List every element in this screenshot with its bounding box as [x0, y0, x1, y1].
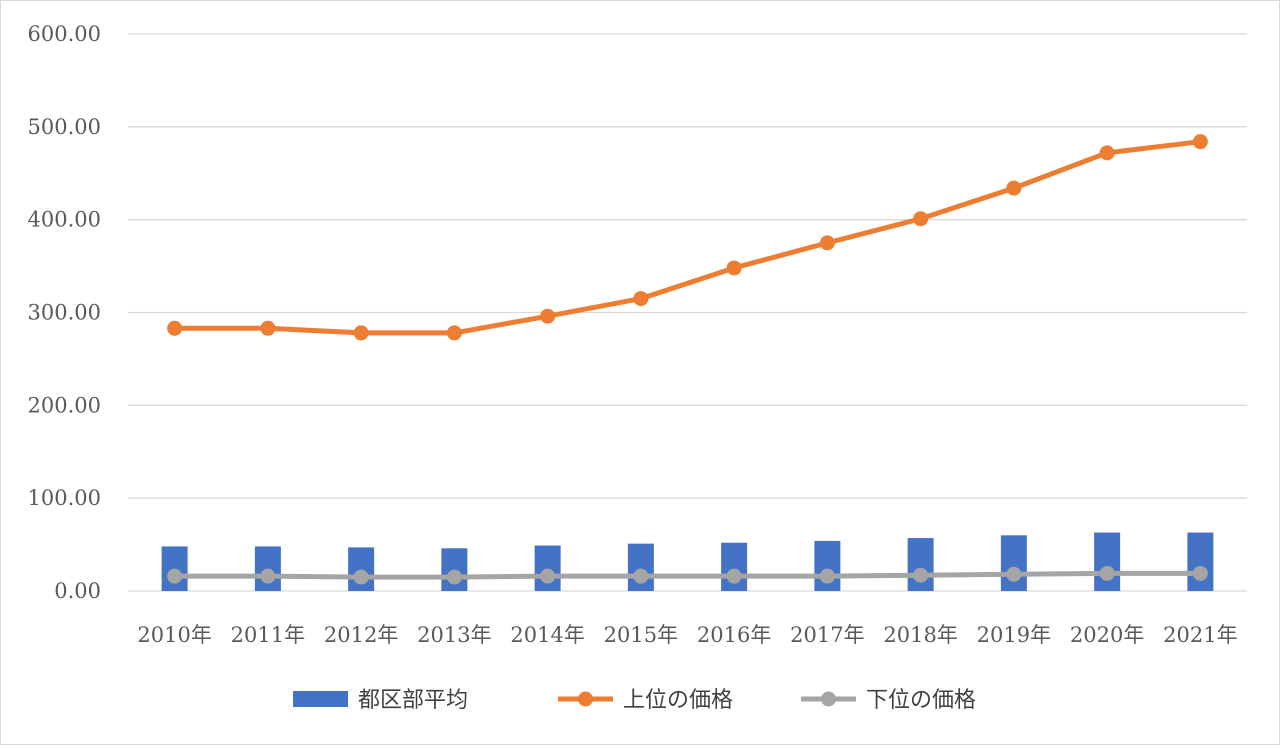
- point-2013年: [446, 325, 462, 341]
- x-tick-label: 2014年: [510, 623, 584, 647]
- x-tick-label: 2010年: [137, 623, 211, 647]
- point-2011年: [260, 568, 276, 584]
- point-2021年: [1192, 134, 1208, 150]
- y-tick-label: 600.00: [28, 22, 101, 46]
- point-2012年: [353, 569, 369, 585]
- legend-label: 都区部平均: [358, 688, 468, 713]
- bar-2021年: [1187, 532, 1214, 591]
- x-axis-ticks: 2010年 2011年 2012年 2013年 2014年 2015年 2016年 2017年…: [137, 623, 1237, 647]
- bar-2014年: [534, 545, 561, 591]
- series-line: [172, 139, 1203, 336]
- legend-label: 上位の価格: [623, 688, 733, 713]
- point-2016年: [726, 568, 742, 584]
- point-2018年: [913, 211, 929, 227]
- point-2021年: [1192, 565, 1208, 581]
- x-tick-label: 2019年: [977, 623, 1051, 647]
- legend-label: 下位の価格: [866, 688, 976, 713]
- legend-item: 下位の価格: [801, 688, 976, 713]
- point-2010年: [167, 320, 183, 336]
- point-2017年: [819, 235, 835, 251]
- point-2019年: [1006, 180, 1022, 196]
- point-2020年: [1099, 145, 1115, 161]
- y-tick-label: 300.00: [28, 301, 101, 325]
- legend-item: 都区部平均: [293, 688, 468, 713]
- x-tick-label: 2020年: [1070, 623, 1144, 647]
- point-2019年: [1006, 566, 1022, 582]
- legend-item: 上位の価格: [558, 688, 733, 713]
- x-tick-label: 2017年: [790, 623, 864, 647]
- y-tick-label: 100.00: [28, 486, 101, 510]
- bar-2016年: [721, 542, 748, 591]
- x-tick-label: 2013年: [417, 623, 491, 647]
- x-tick-label: 2018年: [883, 623, 957, 647]
- series-line: [172, 570, 1203, 580]
- y-axis-ticks: 0.00 100.00 200.00 300.00 400.00 500.00 600.00: [28, 22, 101, 603]
- bar-2018年: [907, 538, 934, 591]
- point-2015年: [633, 568, 649, 584]
- point-2020年: [1099, 565, 1115, 581]
- x-tick-label: 2015年: [604, 623, 678, 647]
- x-tick-label: 2016年: [697, 623, 771, 647]
- point-2012年: [353, 325, 369, 341]
- point-2014年: [540, 568, 556, 584]
- bar-2019年: [1000, 535, 1027, 591]
- y-tick-label: 200.00: [28, 393, 101, 417]
- legend-swatch: [293, 691, 348, 707]
- point-2015年: [633, 291, 649, 307]
- bar-2020年: [1094, 532, 1121, 591]
- point-2014年: [540, 308, 556, 324]
- point-2013年: [446, 569, 462, 585]
- legend-marker: [578, 691, 593, 707]
- y-tick-label: 400.00: [28, 208, 101, 232]
- point-2011年: [260, 320, 276, 336]
- legend: 都区部平均 上位の価格 下位の価格: [293, 688, 976, 713]
- gridlines: [128, 33, 1247, 592]
- bar-2015年: [627, 543, 654, 591]
- x-tick-label: 2021年: [1163, 623, 1237, 647]
- x-tick-label: 2012年: [324, 623, 398, 647]
- legend-marker: [821, 691, 836, 707]
- x-tick-label: 2011年: [231, 623, 305, 647]
- point-2017年: [819, 568, 835, 584]
- bar-series: [161, 532, 1214, 591]
- y-tick-label: 0.00: [54, 579, 101, 603]
- point-2010年: [167, 568, 183, 584]
- y-tick-label: 500.00: [28, 115, 101, 139]
- point-2018年: [913, 567, 929, 583]
- line-series: [167, 134, 1208, 585]
- point-2016年: [726, 260, 742, 276]
